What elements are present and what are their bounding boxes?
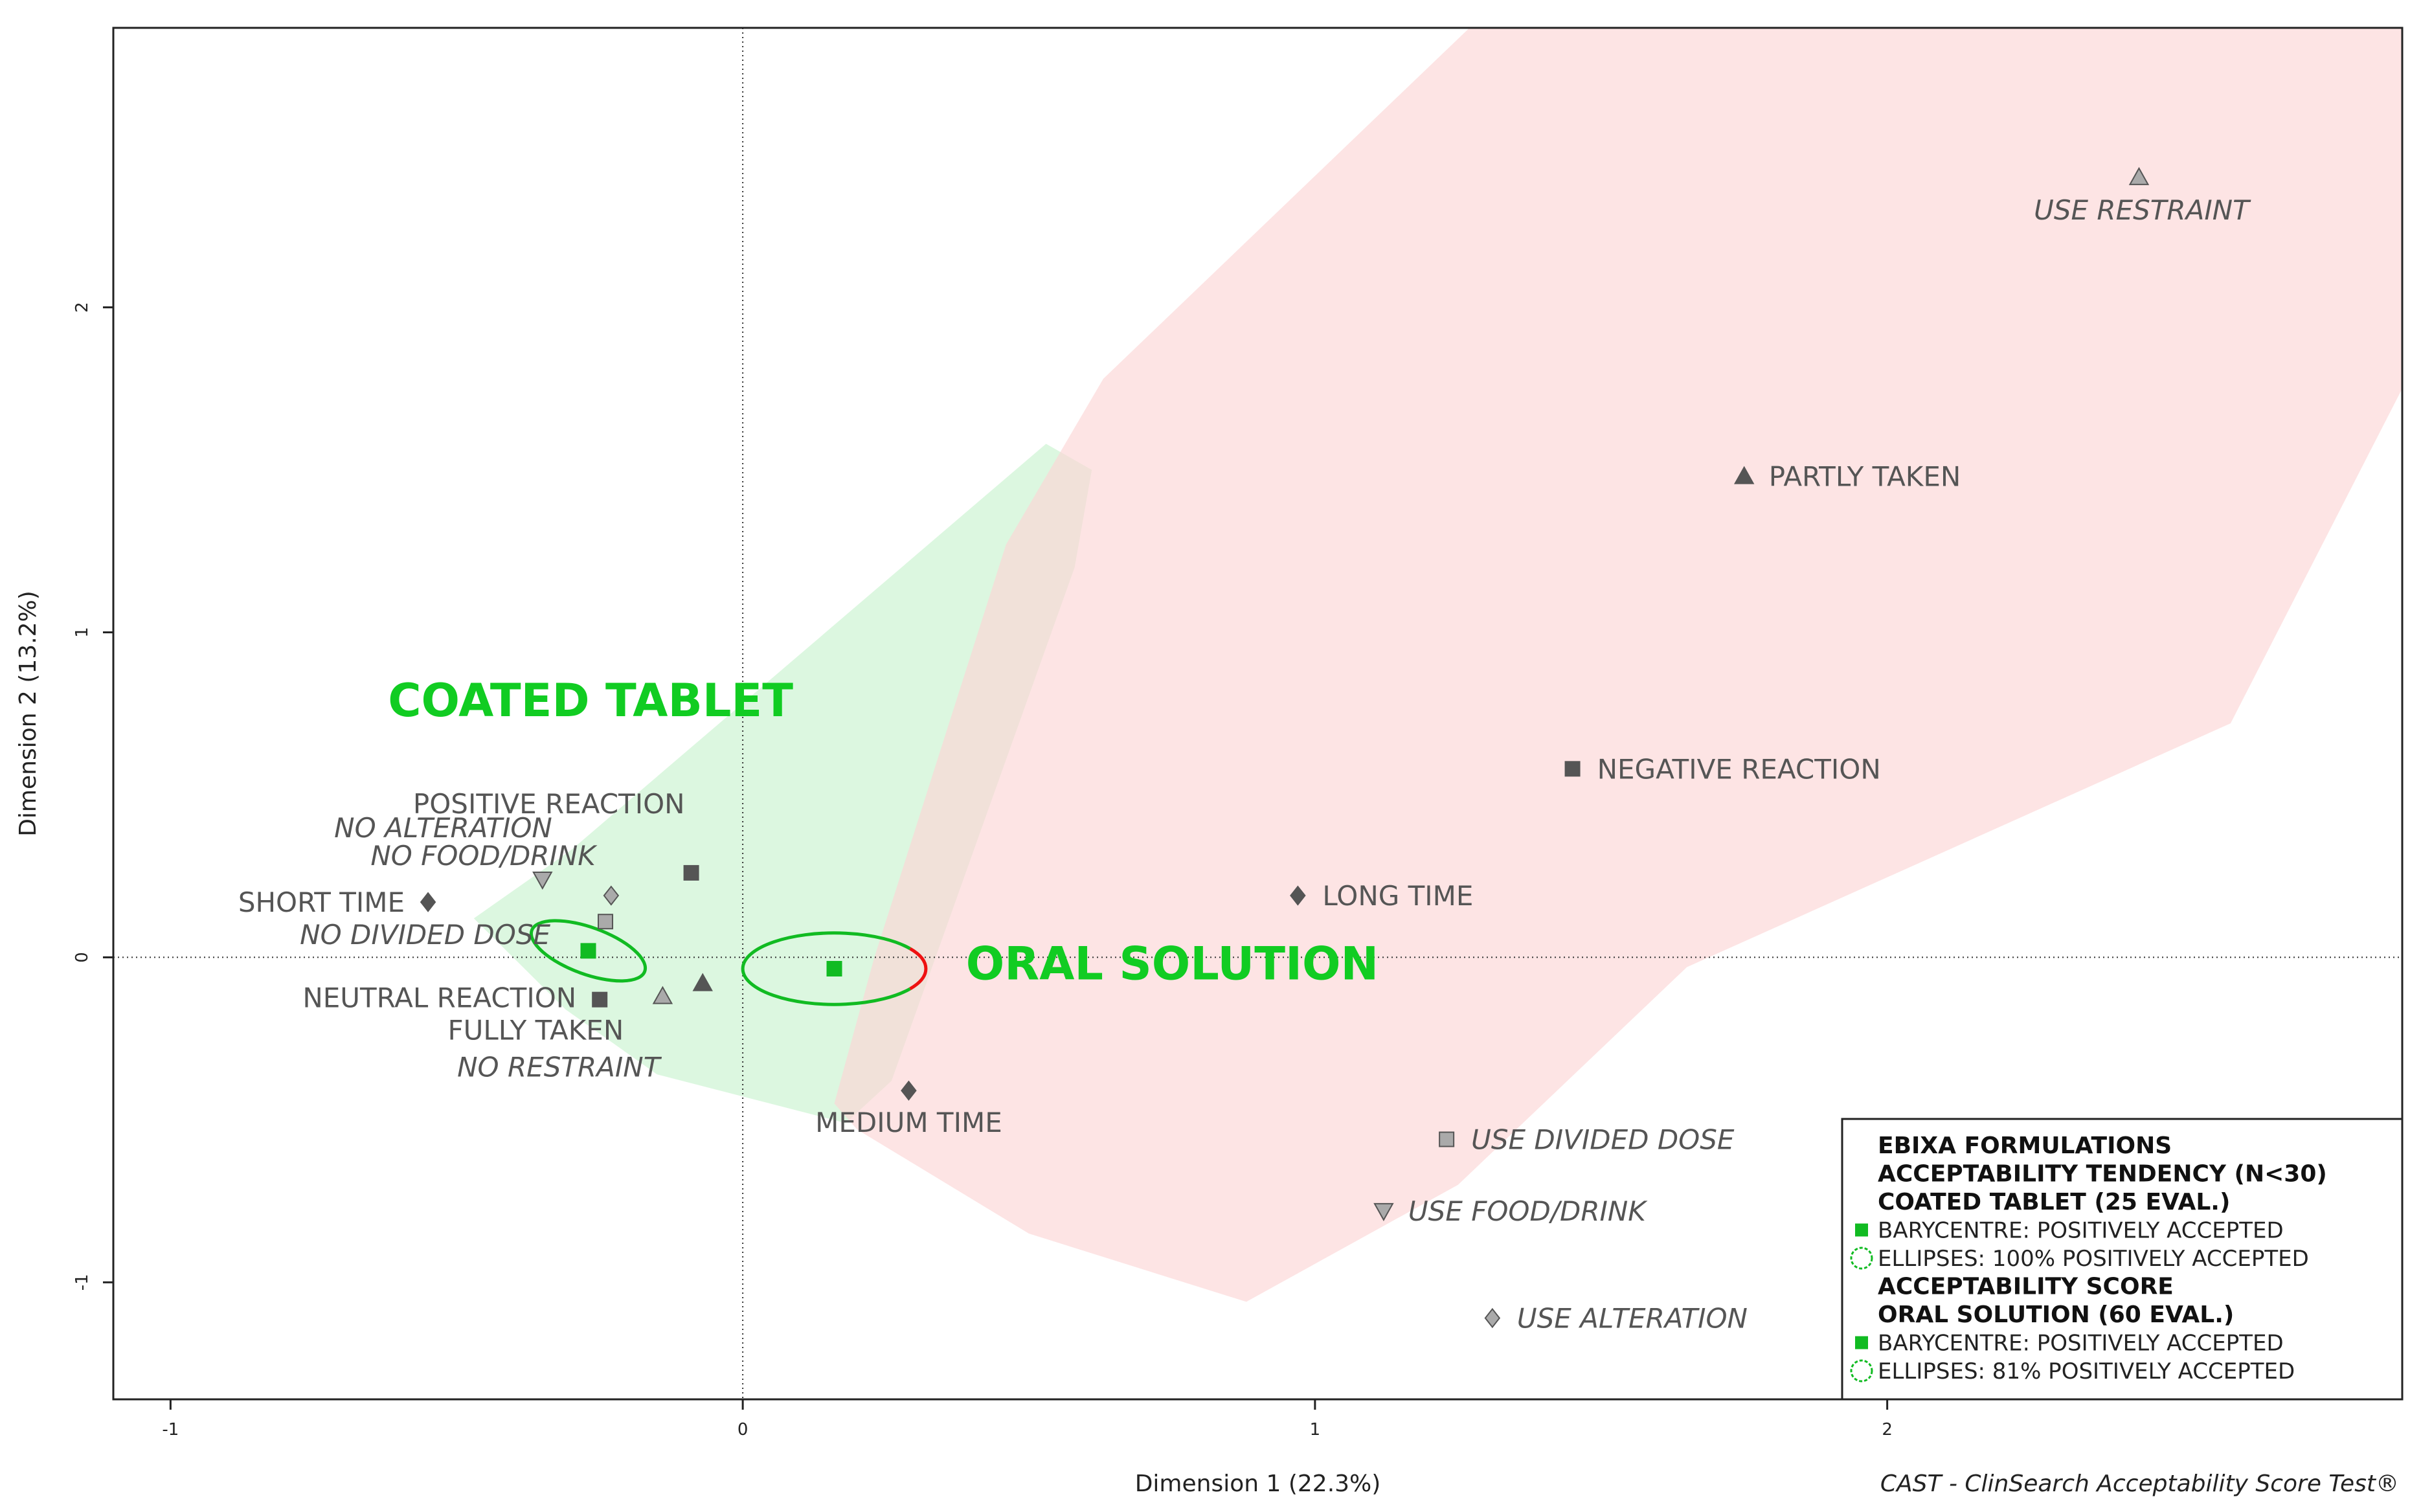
- legend-entry: ACCEPTABILITY SCORE: [1878, 1274, 2174, 1300]
- coated-tablet-region: [473, 444, 1092, 1123]
- legend-entry: BARYCENTRE: POSITIVELY ACCEPTED: [1878, 1218, 2284, 1244]
- negative-reaction-label: NEGATIVE REACTION: [1597, 753, 1881, 785]
- formulation-label-coated-tablet: COATED TABLET: [388, 674, 793, 727]
- y-tick-label: -1: [73, 1274, 92, 1291]
- legend-entry: EBIXA FORMULATIONS: [1878, 1133, 2172, 1159]
- use-alteration-marker: [1484, 1307, 1501, 1329]
- fully-taken-label: FULLY TAKEN: [448, 1015, 624, 1046]
- legend-entry: ELLIPSES: 100% POSITIVELY ACCEPTED: [1878, 1246, 2309, 1272]
- use-divided-dose-label: USE DIVIDED DOSE: [1471, 1123, 1735, 1155]
- ellipses-layer: [529, 919, 928, 1006]
- positive-reaction-label: POSITIVE REACTION: [413, 788, 685, 820]
- x-tick-label: 0: [738, 1420, 749, 1439]
- plot-frame: [112, 27, 2404, 1401]
- y-tick-label: 1: [73, 627, 92, 638]
- medium-time-label: MEDIUM TIME: [815, 1107, 1002, 1138]
- x-axis-title: Dimension 1 (22.3%): [1135, 1471, 1381, 1497]
- reference-lines-layer: [113, 28, 2402, 1399]
- positive-reaction-marker: [683, 864, 699, 881]
- coated-tablet-ellipse: [529, 919, 647, 983]
- short-time-label: SHORT TIME: [238, 886, 405, 918]
- no-divided-dose-label: NO DIVIDED DOSE: [300, 919, 550, 951]
- no-restraint-marker: [652, 986, 673, 1004]
- neutral-reaction-marker: [592, 991, 608, 1008]
- negative-reaction-marker: [1564, 761, 1581, 777]
- legend-square-icon: [1855, 1223, 1868, 1237]
- use-food-drink-marker: [1373, 1202, 1394, 1221]
- long-time-label: LONG TIME: [1322, 880, 1473, 912]
- no-food-drink-marker: [532, 871, 553, 890]
- no-food-drink-label: NO FOOD/DRINK: [370, 840, 598, 872]
- no-alteration-marker: [603, 885, 620, 906]
- use-alteration-label: USE ALTERATION: [1517, 1303, 1748, 1335]
- legend-entry: ELLIPSES: 81% POSITIVELY ACCEPTED: [1878, 1359, 2295, 1384]
- regions-layer: [473, 28, 2402, 1302]
- legend-entry: ORAL SOLUTION (60 EVAL.): [1878, 1302, 2234, 1328]
- barycentre-oral-solution: [826, 960, 842, 976]
- points-layer: [420, 166, 2150, 1329]
- use-restraint-label: USE RESTRAINT: [2034, 194, 2251, 226]
- oral-solution-region: [834, 28, 2402, 1302]
- ellipse-accepted-arc: [741, 931, 911, 1006]
- partly-taken-marker: [1733, 466, 1755, 484]
- legend-entry: ACCEPTABILITY TENDENCY (N<30): [1878, 1161, 2327, 1188]
- x-tick-label: -1: [162, 1420, 179, 1439]
- use-restraint-marker: [2128, 166, 2150, 185]
- partly-taken-label: PARTLY TAKEN: [1769, 461, 1961, 493]
- axes-layer: -1 0 1 2 -1 0 1 2 Dimension 1 (22.3%) Dimension 2…: [15, 302, 2399, 1497]
- y-tick-label: 0: [73, 952, 92, 963]
- neutral-reaction-label: NEUTRAL REACTION: [302, 982, 576, 1014]
- legend-frame: [1841, 1118, 2404, 1401]
- legend-circle-icon: [1850, 1247, 1873, 1270]
- barycentre-coated-tablet: [580, 943, 596, 959]
- no-restraint-label: NO RESTRAINT: [457, 1052, 662, 1083]
- legend-entry: COATED TABLET (25 EVAL.): [1878, 1189, 2230, 1215]
- medium-time-marker: [901, 1080, 917, 1101]
- use-divided-dose-marker: [1439, 1131, 1455, 1147]
- legend-entry: BARYCENTRE: POSITIVELY ACCEPTED: [1878, 1331, 2284, 1357]
- fully-taken-marker: [692, 973, 713, 991]
- ellipse-rejected-arc: [909, 947, 928, 991]
- x-tick-label: 2: [1882, 1420, 1893, 1439]
- no-divided-dose-marker: [598, 914, 614, 930]
- credit-text: CAST - ClinSearch Acceptability Score Te…: [1880, 1471, 2399, 1497]
- x-tick-label: 1: [1310, 1420, 1321, 1439]
- oral-solution-ellipse: [741, 931, 928, 1006]
- y-axis-title: Dimension 2 (13.2%): [15, 591, 41, 837]
- formulation-label-oral-solution: ORAL SOLUTION: [966, 937, 1379, 990]
- y-tick-label: 2: [73, 302, 92, 313]
- legend-circle-icon: [1850, 1359, 1873, 1382]
- no-alteration-label: NO ALTERATION: [334, 812, 552, 844]
- long-time-marker: [1290, 885, 1306, 906]
- short-time-marker: [420, 892, 436, 912]
- legend-square-icon: [1855, 1336, 1868, 1349]
- use-food-drink-label: USE FOOD/DRINK: [1408, 1195, 1648, 1227]
